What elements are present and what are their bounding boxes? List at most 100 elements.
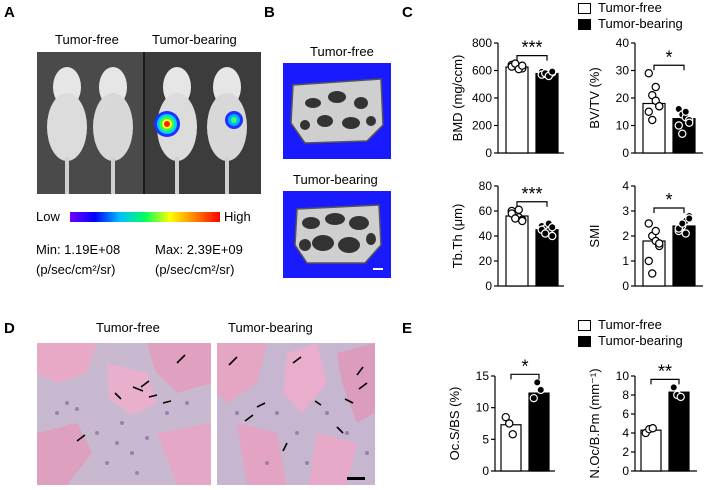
y-tick-label: 4 <box>622 426 629 440</box>
point-tumor-free <box>644 69 653 78</box>
y-tick-label: 30 <box>616 64 630 78</box>
y-tick-label: 0 <box>622 279 629 293</box>
legend-e-swatch-tumor-free <box>578 320 591 331</box>
point-tumor-free <box>655 102 664 111</box>
min-radiance-unit: (p/sec/cm²/sr) <box>36 262 116 277</box>
panel-label-d: D <box>4 320 15 337</box>
point-tumor-free <box>648 424 657 433</box>
panel-d-title-tumor-bearing: Tumor-bearing <box>228 320 313 335</box>
mouse-imaging-photo <box>37 52 261 194</box>
y-tick-label: 20 <box>479 254 493 268</box>
point-tumor-bearing <box>678 129 687 138</box>
y-tick-label: 10 <box>616 119 630 133</box>
microct-tumor-free <box>283 63 391 159</box>
histology-tumor-bearing-illustration <box>217 343 375 485</box>
y-tick-label: 40 <box>479 229 493 243</box>
y-axis-label: N.Oc/B.Pm (mm⁻¹) <box>587 368 602 478</box>
y-tick-label: 10 <box>476 401 490 415</box>
histology-tumor-bearing <box>217 343 375 485</box>
chart-bvtv: 0 10 20 30 40 BV/TV (%) * <box>587 36 703 160</box>
y-axis-label: BV/TV (%) <box>587 67 602 128</box>
microct-tumor-bearing-illustration <box>294 204 383 270</box>
y-tick-label: 0 <box>485 146 492 160</box>
colorbar-low-label: Low <box>36 209 60 224</box>
y-axis-label: BMD (mg/ccm) <box>450 55 465 142</box>
legend-e-label-tumor-bearing: Tumor-bearing <box>598 333 683 348</box>
significance-stars: ** <box>658 361 672 381</box>
y-axis-label: Oc.S/BS (%) <box>447 387 462 461</box>
point-tumor-free <box>505 419 514 428</box>
point-tumor-free <box>518 216 527 226</box>
panel-label-a: A <box>4 4 15 21</box>
significance-bracket <box>510 373 540 380</box>
point-tumor-free <box>501 412 510 422</box>
point-tumor-bearing <box>681 229 690 238</box>
chart-smi: 0 1 2 3 4 SMI * <box>587 179 703 293</box>
y-tick-label: 200 <box>472 119 492 133</box>
legend-swatch-tumor-free <box>578 3 591 14</box>
significance-bracket <box>516 201 548 207</box>
y-tick-label: 4 <box>622 179 629 193</box>
y-tick-label: 2 <box>622 229 629 243</box>
bar-tumor-bearing <box>668 391 690 472</box>
point-tumor-free <box>514 205 523 214</box>
y-tick-label: 60 <box>479 204 493 218</box>
point-tumor-bearing <box>548 67 557 76</box>
y-tick-label: 800 <box>472 36 492 50</box>
point-tumor-bearing <box>529 393 538 403</box>
y-tick-label: 0 <box>622 464 629 478</box>
legend-e-label-tumor-free: Tumor-free <box>598 317 662 332</box>
max-radiance-unit: (p/sec/cm²/sr) <box>155 262 235 277</box>
bar-tumor-free <box>505 215 529 287</box>
point-tumor-free <box>644 256 653 266</box>
point-tumor-free <box>644 219 653 228</box>
y-tick-label: 5 <box>482 432 489 446</box>
y-tick-label: 0 <box>482 464 489 478</box>
point-tumor-free <box>508 430 517 439</box>
y-tick-label: 600 <box>472 64 492 78</box>
point-tumor-free <box>518 61 527 70</box>
point-tumor-bearing <box>685 214 694 223</box>
point-tumor-free <box>648 115 657 125</box>
microct-tumor-bearing <box>283 191 391 278</box>
bar-tumor-bearing <box>535 72 559 154</box>
legend-label-tumor-free: Tumor-free <box>598 0 662 15</box>
significance-stars: *** <box>521 184 542 204</box>
significance-bracket <box>653 207 685 213</box>
panel-label-e: E <box>402 320 413 337</box>
panel-label-b: B <box>264 4 275 21</box>
panel-a-title-tumor-bearing: Tumor-bearing <box>152 32 237 47</box>
y-axis-label: SMI <box>587 224 602 247</box>
panel-d-title-tumor-free: Tumor-free <box>96 320 160 335</box>
point-tumor-free <box>644 107 653 116</box>
point-tumor-free <box>651 226 660 236</box>
mouse-imaging-illustration <box>37 52 261 194</box>
y-axis-label: Tb.Th (μm) <box>450 204 465 269</box>
y-tick-label: 8 <box>622 388 629 402</box>
panel-b-title-tumor-free: Tumor-free <box>310 44 374 59</box>
legend-label-tumor-bearing: Tumor-bearing <box>598 16 683 31</box>
chart-bmd: 0 200 400 600 800 BMD (mg/ccm) *** <box>450 36 564 160</box>
point-tumor-bearing <box>548 231 557 241</box>
panel-a-title-tumor-free: Tumor-free <box>55 32 119 47</box>
min-radiance-text: Min: 1.19E+08 <box>36 242 121 257</box>
significance-stars: * <box>521 356 528 376</box>
chart-noc-bpm: 0 2 4 6 8 10 N.Oc/B.Pm (mm⁻¹) ** <box>587 361 697 479</box>
panel-label-c: C <box>402 4 413 21</box>
point-tumor-bearing <box>678 219 687 228</box>
y-tick-label: 6 <box>622 407 629 421</box>
point-tumor-bearing <box>536 385 545 395</box>
bar-tumor-bearing <box>528 392 550 472</box>
y-tick-label: 20 <box>616 91 630 105</box>
significance-bracket <box>516 55 548 61</box>
y-tick-label: 2 <box>622 445 629 459</box>
significance-stars: * <box>665 47 672 67</box>
panel-b-title-tumor-bearing: Tumor-bearing <box>293 172 378 187</box>
y-tick-label: 0 <box>485 279 492 293</box>
significance-stars: *** <box>521 38 542 58</box>
point-tumor-bearing <box>669 383 678 392</box>
histology-tumor-free-illustration <box>37 343 211 485</box>
bar-tumor-free <box>505 66 529 154</box>
point-tumor-bearing <box>681 107 690 116</box>
y-tick-label: 80 <box>479 179 493 193</box>
